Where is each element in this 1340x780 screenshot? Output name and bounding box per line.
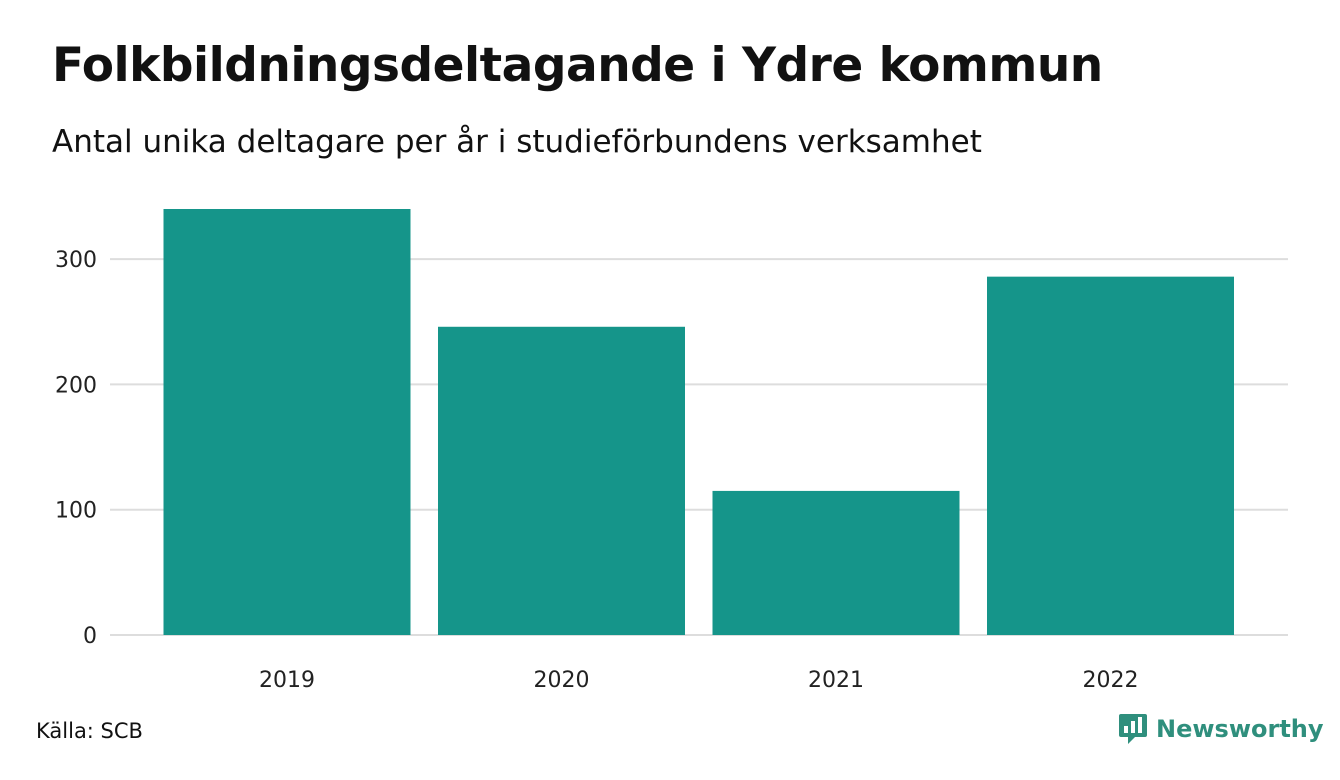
x-tick-label: 2020 [534, 668, 590, 693]
chart-title: Folkbildningsdeltagande i Ydre kommun [52, 38, 1103, 93]
chart-subtitle: Antal unika deltagare per år i studieför… [52, 124, 982, 160]
y-tick-label: 0 [83, 624, 97, 649]
bar-2020 [438, 326, 685, 635]
x-tick-label: 2021 [808, 668, 864, 693]
y-tick-label: 100 [55, 499, 97, 524]
bar-2021 [712, 490, 960, 635]
y-tick-label: 200 [55, 373, 97, 398]
source-note: Källa: SCB [36, 719, 143, 743]
x-axis-tick-labels: 2019 2020 2021 2022 [259, 668, 1139, 693]
bars [163, 209, 1234, 635]
bar-2019 [163, 209, 411, 635]
y-axis-tick-labels: 0 100 200 300 [55, 248, 97, 649]
x-tick-label: 2019 [259, 668, 315, 693]
newsworthy-logo-icon [1119, 714, 1147, 744]
brand-name: Newsworthy [1156, 715, 1324, 743]
bar-2022 [987, 276, 1234, 635]
x-tick-label: 2022 [1083, 668, 1139, 693]
brand-logo: Newsworthy [1118, 712, 1324, 746]
y-tick-label: 300 [55, 248, 97, 273]
